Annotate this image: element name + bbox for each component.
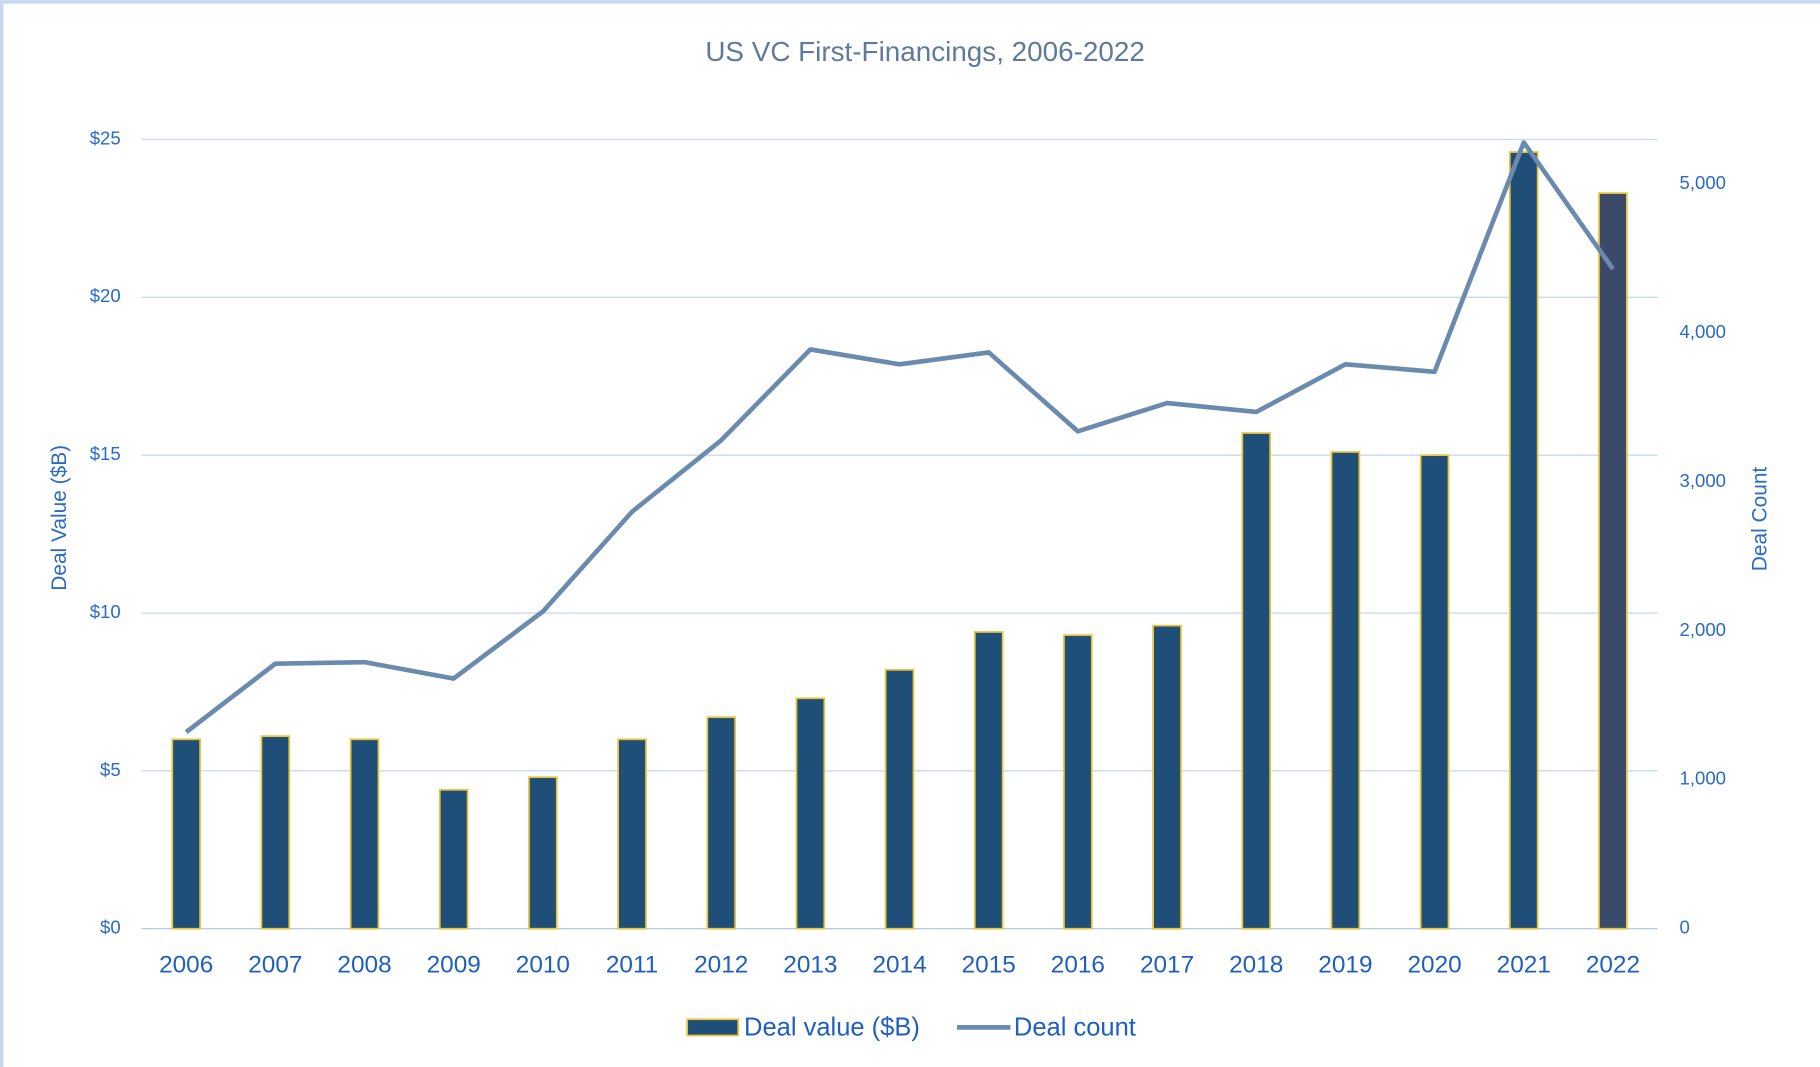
legend-label: Deal count [1014, 1013, 1136, 1041]
y-tick-label: $20 [90, 285, 121, 306]
x-tick-label: 2022 [1586, 951, 1640, 978]
x-tick-label: 2006 [159, 951, 213, 978]
x-tick-label: 2019 [1318, 951, 1372, 978]
bar [1508, 151, 1539, 930]
bar [795, 697, 826, 930]
bar [706, 716, 737, 930]
chart-title: US VC First-Financings, 2006-2022 [705, 36, 1145, 67]
x-tick-label: 2015 [962, 951, 1016, 978]
x-tick-label: 2011 [606, 951, 658, 978]
bar [884, 668, 915, 930]
bar [349, 738, 380, 930]
bar [1419, 454, 1450, 930]
bar [171, 738, 201, 930]
y2-axis-title: Deal Count [1748, 467, 1771, 572]
bar [528, 776, 558, 930]
y-tick-label: $10 [90, 601, 121, 622]
bar [617, 738, 647, 930]
x-tick-label: 2017 [1140, 951, 1194, 978]
x-tick-label: 2016 [1051, 951, 1105, 978]
y2-tick-label: 0 [1680, 917, 1690, 938]
x-tick-label: 2014 [872, 951, 926, 978]
y-tick-label: $25 [90, 127, 121, 148]
x-tick-label: 2020 [1407, 951, 1461, 978]
x-tick-label: 2007 [248, 951, 302, 978]
x-tick-label: 2013 [783, 951, 837, 978]
y2-tick-label: 5,000 [1680, 172, 1726, 193]
legend-label: Deal value ($B) [744, 1013, 920, 1041]
line [184, 140, 1615, 734]
y-axis-title: Deal Value ($B) [48, 445, 71, 591]
bar [1152, 624, 1182, 930]
y2-tick-label: 2,000 [1680, 619, 1726, 640]
x-tick-label: 2021 [1497, 951, 1551, 978]
bar [438, 788, 469, 930]
bar [1330, 451, 1361, 930]
bar [1241, 432, 1272, 930]
y-tick-label: $15 [90, 443, 121, 464]
y2-tick-label: 3,000 [1680, 470, 1726, 491]
x-tick-label: 2008 [337, 951, 391, 978]
y-tick-label: $5 [100, 759, 121, 780]
x-tick-label: 2009 [427, 951, 481, 978]
bar [973, 631, 1004, 930]
legend-swatch [686, 1018, 740, 1037]
y2-tick-label: 1,000 [1680, 768, 1726, 789]
x-tick-label: 2018 [1229, 951, 1283, 978]
bar [1063, 634, 1093, 930]
bar [260, 735, 291, 930]
bar [1598, 192, 1628, 930]
x-tick-label: 2012 [694, 951, 748, 978]
y2-tick-label: 4,000 [1680, 321, 1726, 342]
x-tick-label: 2010 [516, 951, 570, 978]
y-tick-label: $0 [100, 917, 121, 938]
